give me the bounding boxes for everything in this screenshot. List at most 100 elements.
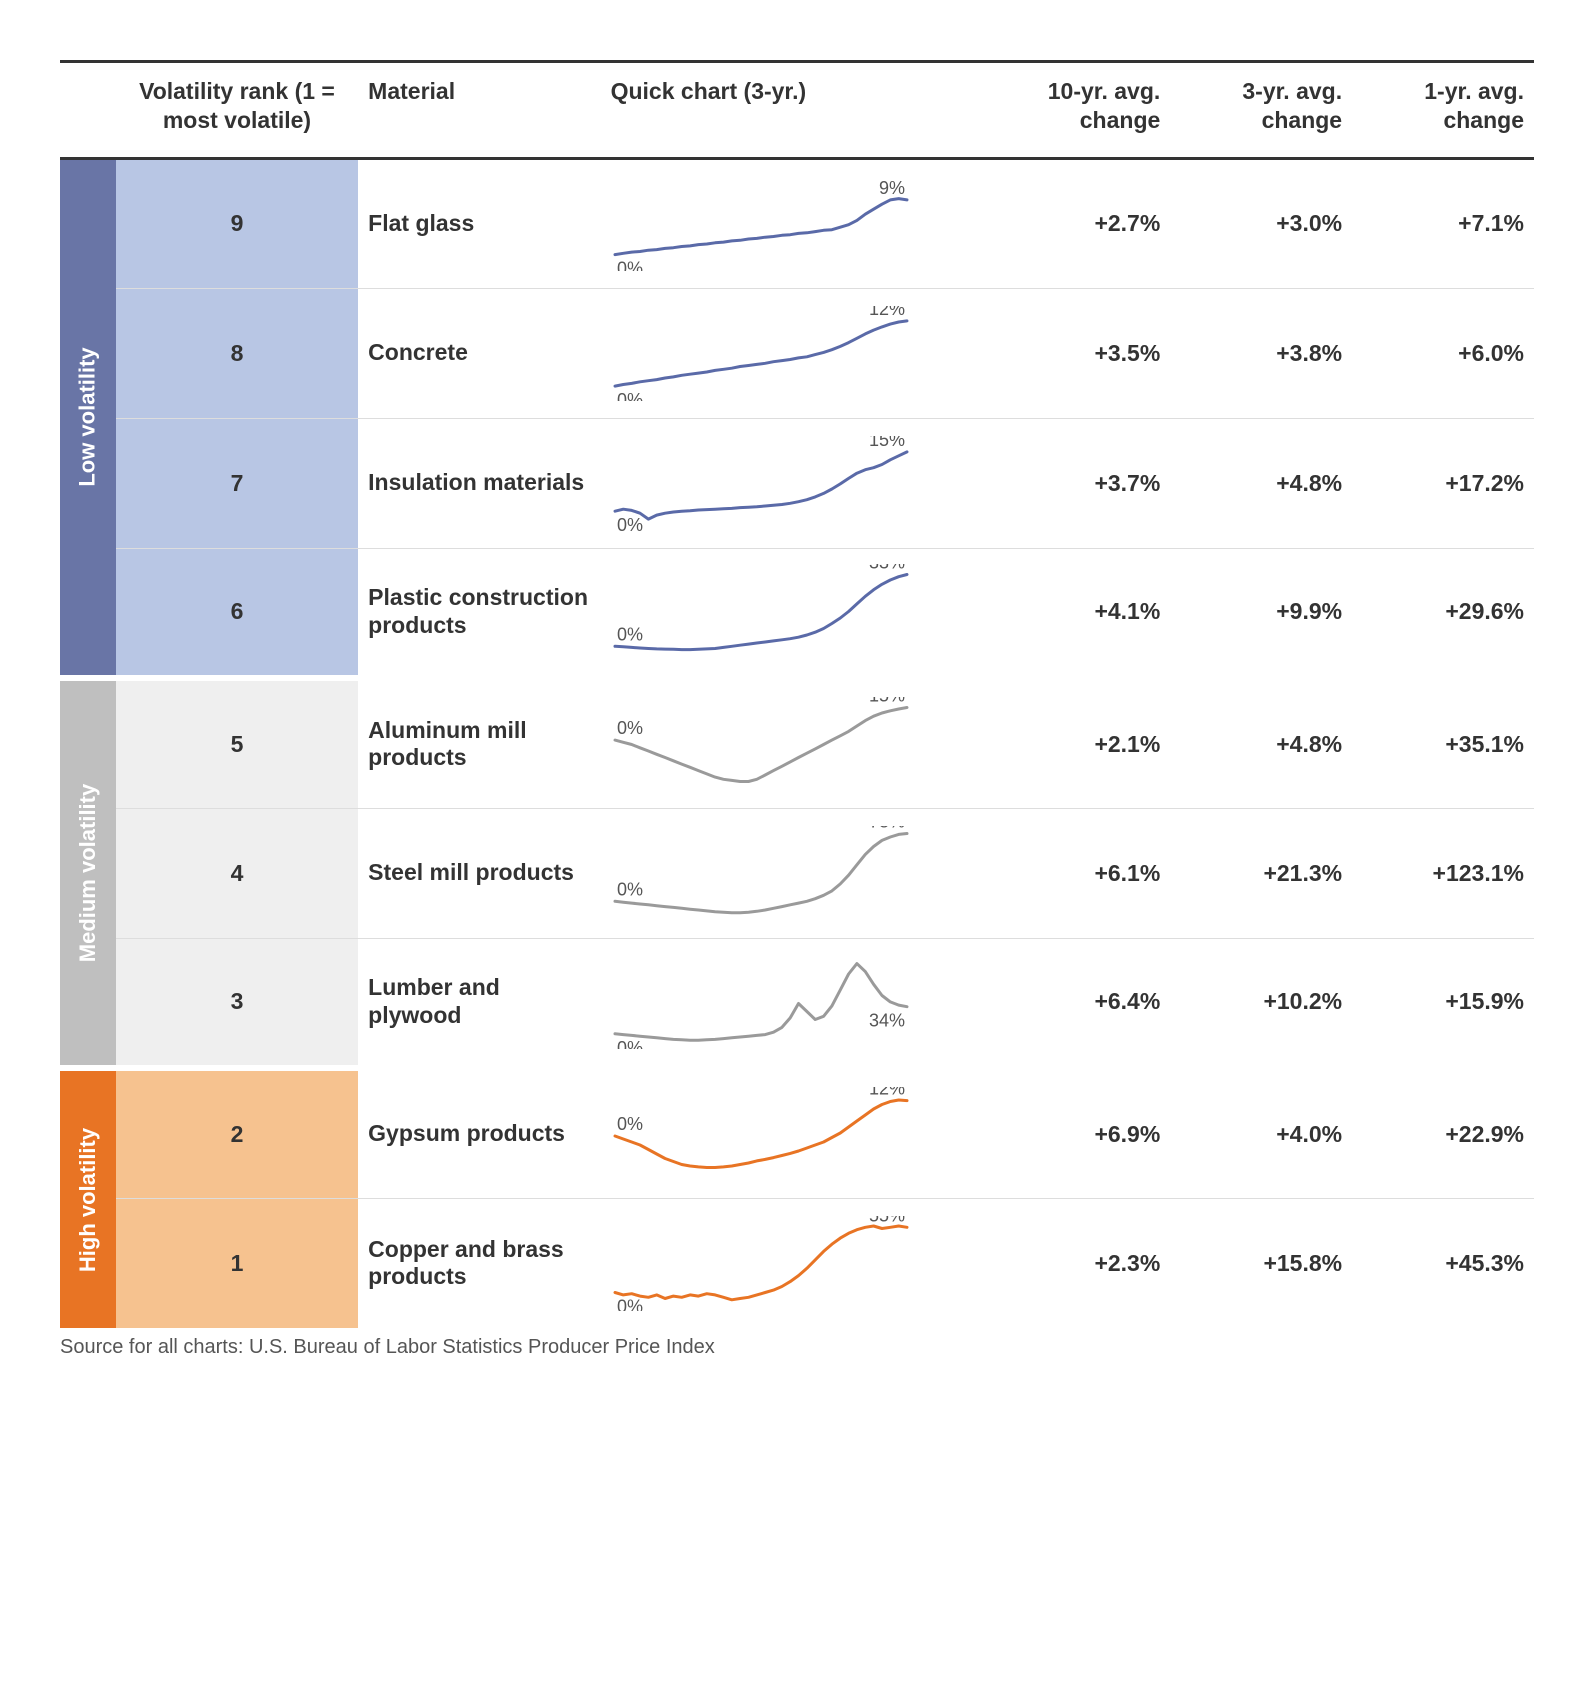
spark-start-label: 0% — [617, 1038, 643, 1049]
rank-cell: 8 — [116, 288, 358, 418]
material-cell: Concrete — [358, 288, 600, 418]
change-1yr: +45.3% — [1352, 1198, 1534, 1328]
table-row: 3Lumber and plywood 0% 34% +6.4%+10.2%+1… — [60, 938, 1534, 1068]
material-cell: Lumber and plywood — [358, 938, 600, 1068]
volatility-band-label: Low volatility — [75, 348, 101, 487]
table-body: Low volatility 9Flat glass 0% 9% +2.7%+3… — [60, 158, 1534, 1328]
spark-end-label: 33% — [869, 564, 905, 573]
sparkline: 0% 34% — [611, 954, 911, 1049]
header-quick-chart: Quick chart (3-yr.) — [601, 62, 989, 159]
material-cell: Gypsum products — [358, 1068, 600, 1198]
change-1yr: +15.9% — [1352, 938, 1534, 1068]
change-3yr: +10.2% — [1170, 938, 1352, 1068]
material-cell: Flat glass — [358, 158, 600, 288]
change-10yr: +2.7% — [988, 158, 1170, 288]
rank-cell: 2 — [116, 1068, 358, 1198]
volatility-table-container: Volatility rank (1 = most volatile) Mate… — [60, 60, 1534, 1359]
rank-cell: 9 — [116, 158, 358, 288]
change-3yr: +4.0% — [1170, 1068, 1352, 1198]
sparkline: 0% 15% — [611, 436, 911, 531]
spark-end-label: 12% — [869, 1087, 905, 1099]
spark-start-label: 0% — [617, 879, 643, 899]
header-volatility-rank: Volatility rank (1 = most volatile) — [116, 62, 358, 159]
table-row: High volatility 2Gypsum products 0% 12% … — [60, 1068, 1534, 1198]
change-3yr: +3.0% — [1170, 158, 1352, 288]
change-1yr: +7.1% — [1352, 158, 1534, 288]
change-10yr: +4.1% — [988, 548, 1170, 678]
sparkline: 0% 78% — [611, 826, 911, 921]
table-row: 1Copper and brass products 0% 55% +2.3%+… — [60, 1198, 1534, 1328]
sparkline: 0% 12% — [611, 1087, 911, 1182]
change-1yr: +22.9% — [1352, 1068, 1534, 1198]
chart-cell: 0% 12% — [601, 288, 989, 418]
table-row: Medium volatility 5Aluminum mill product… — [60, 678, 1534, 808]
spark-start-label: 0% — [617, 515, 643, 531]
change-1yr: +123.1% — [1352, 808, 1534, 938]
source-note: Source for all charts: U.S. Bureau of La… — [60, 1336, 1534, 1359]
volatility-band-label: High volatility — [75, 1127, 101, 1271]
material-cell: Steel mill products — [358, 808, 600, 938]
sparkline: 0% 33% — [611, 564, 911, 659]
change-1yr: +17.2% — [1352, 418, 1534, 548]
sparkline: 0% 9% — [611, 176, 911, 271]
volatility-band: Medium volatility — [60, 678, 116, 1068]
rank-cell: 7 — [116, 418, 358, 548]
change-10yr: +3.5% — [988, 288, 1170, 418]
spark-end-label: 55% — [869, 1216, 905, 1225]
sparkline: 0% 12% — [611, 306, 911, 401]
material-cell: Insulation materials — [358, 418, 600, 548]
table-row: 8Concrete 0% 12% +3.5%+3.8%+6.0% — [60, 288, 1534, 418]
rank-cell: 4 — [116, 808, 358, 938]
chart-cell: 0% 9% — [601, 158, 989, 288]
material-cell: Aluminum mill products — [358, 678, 600, 808]
spark-start-label: 0% — [617, 718, 643, 738]
chart-cell: 0% 15% — [601, 418, 989, 548]
change-3yr: +3.8% — [1170, 288, 1352, 418]
chart-cell: 0% 12% — [601, 1068, 989, 1198]
header-10yr: 10-yr. avg. change — [988, 62, 1170, 159]
change-10yr: +3.7% — [988, 418, 1170, 548]
spark-start-label: 0% — [617, 390, 643, 401]
spark-start-label: 0% — [617, 1114, 643, 1134]
spark-end-label: 78% — [869, 826, 905, 831]
change-10yr: +2.3% — [988, 1198, 1170, 1328]
change-1yr: +35.1% — [1352, 678, 1534, 808]
change-10yr: +6.9% — [988, 1068, 1170, 1198]
change-10yr: +6.1% — [988, 808, 1170, 938]
change-3yr: +21.3% — [1170, 808, 1352, 938]
change-3yr: +4.8% — [1170, 418, 1352, 548]
spark-end-label: 9% — [879, 178, 905, 198]
table-row: 4Steel mill products 0% 78% +6.1%+21.3%+… — [60, 808, 1534, 938]
table-header: Volatility rank (1 = most volatile) Mate… — [60, 62, 1534, 159]
change-3yr: +9.9% — [1170, 548, 1352, 678]
rank-cell: 3 — [116, 938, 358, 1068]
header-3yr: 3-yr. avg. change — [1170, 62, 1352, 159]
spark-start-label: 0% — [617, 625, 643, 645]
chart-cell: 0% 55% — [601, 1198, 989, 1328]
chart-cell: 0% 78% — [601, 808, 989, 938]
chart-cell: 0% 33% — [601, 548, 989, 678]
spark-end-label: 34% — [869, 1011, 905, 1031]
header-band-spacer — [60, 62, 116, 159]
volatility-band: Low volatility — [60, 158, 116, 678]
spark-end-label: 15% — [869, 436, 905, 450]
volatility-band: High volatility — [60, 1068, 116, 1328]
volatility-table: Volatility rank (1 = most volatile) Mate… — [60, 60, 1534, 1328]
volatility-band-label: Medium volatility — [75, 784, 101, 962]
material-cell: Copper and brass products — [358, 1198, 600, 1328]
change-1yr: +6.0% — [1352, 288, 1534, 418]
chart-cell: 0% 34% — [601, 938, 989, 1068]
header-1yr: 1-yr. avg. change — [1352, 62, 1534, 159]
rank-cell: 5 — [116, 678, 358, 808]
header-material: Material — [358, 62, 600, 159]
rank-cell: 1 — [116, 1198, 358, 1328]
change-3yr: +15.8% — [1170, 1198, 1352, 1328]
table-row: Low volatility 9Flat glass 0% 9% +2.7%+3… — [60, 158, 1534, 288]
material-cell: Plastic construction products — [358, 548, 600, 678]
spark-end-label: 12% — [869, 306, 905, 319]
table-row: 7Insulation materials 0% 15% +3.7%+4.8%+… — [60, 418, 1534, 548]
change-10yr: +2.1% — [988, 678, 1170, 808]
rank-cell: 6 — [116, 548, 358, 678]
change-1yr: +29.6% — [1352, 548, 1534, 678]
spark-end-label: 15% — [869, 697, 905, 706]
